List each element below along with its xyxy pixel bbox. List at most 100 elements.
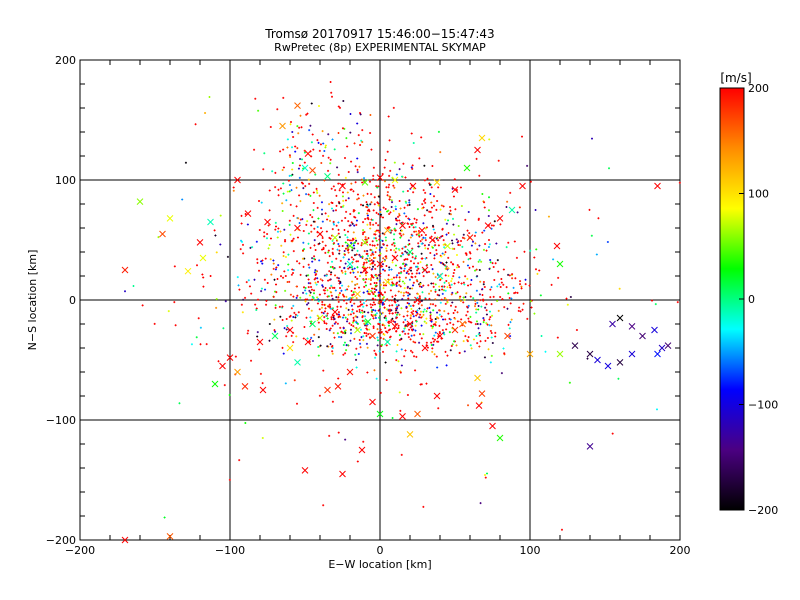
data-dot (482, 299, 485, 302)
data-dot (356, 305, 359, 308)
data-dot (361, 141, 364, 144)
data-dot (506, 307, 509, 310)
data-dot (426, 247, 429, 250)
data-point-x (414, 410, 421, 418)
data-dot (310, 288, 313, 291)
data-dot (397, 324, 400, 327)
data-dot (251, 246, 254, 249)
data-dot (365, 284, 368, 287)
data-dot (395, 309, 398, 312)
data-point-x (286, 344, 294, 352)
data-dot (416, 269, 419, 272)
data-dot (405, 251, 408, 254)
data-dot (296, 260, 299, 263)
data-dot (490, 224, 493, 227)
data-dot (266, 281, 269, 284)
data-dot (431, 337, 434, 340)
data-dot (288, 315, 291, 318)
data-dot (350, 242, 353, 245)
data-point-x (384, 338, 391, 346)
data-dot (470, 244, 473, 247)
data-dot (306, 220, 309, 223)
data-dot (370, 306, 373, 309)
y-tick-label: −100 (46, 414, 76, 427)
data-dot (452, 223, 455, 226)
data-dot (438, 236, 441, 239)
data-dot (370, 275, 373, 278)
data-dot (305, 274, 308, 277)
data-dot (437, 130, 440, 133)
data-dot (302, 249, 305, 252)
data-dot (263, 235, 266, 238)
data-dot (332, 267, 335, 270)
data-dot (272, 267, 275, 270)
data-dot (350, 266, 353, 269)
data-dot (369, 223, 372, 226)
data-dot (338, 202, 341, 205)
data-dot (369, 221, 372, 224)
data-dot (509, 321, 512, 324)
data-dot (352, 312, 355, 315)
data-dot (281, 319, 284, 322)
data-dot (437, 244, 440, 247)
data-dot (321, 130, 324, 133)
data-dot (462, 340, 465, 343)
data-dot (353, 287, 356, 290)
data-dot (354, 165, 357, 168)
data-dot (309, 282, 312, 285)
data-dot (428, 292, 431, 295)
data-dot (462, 233, 465, 236)
data-dot (437, 186, 440, 189)
data-dot (466, 264, 469, 267)
data-dot (352, 271, 355, 274)
data-point-x (553, 242, 561, 250)
data-dot (388, 212, 391, 215)
data-dot (287, 253, 290, 256)
data-dot (355, 366, 358, 369)
data-dot (408, 225, 411, 228)
data-dot (379, 208, 382, 211)
data-dot (410, 166, 413, 169)
data-dot (349, 239, 352, 242)
data-dot (397, 290, 400, 293)
data-dot (428, 183, 431, 186)
data-dot (391, 312, 394, 315)
data-dot (498, 283, 501, 286)
data-dot (311, 133, 314, 136)
data-dot (290, 319, 293, 322)
data-dot (475, 289, 478, 292)
data-dot (256, 335, 259, 338)
data-dot (213, 229, 216, 232)
data-dot (332, 223, 335, 226)
data-dot (394, 205, 397, 208)
data-dot (398, 280, 401, 283)
data-dot (489, 316, 492, 319)
data-dot (356, 168, 359, 171)
data-dot (425, 382, 428, 385)
colorbar-tick-label: 200 (748, 82, 769, 95)
data-dot (356, 316, 359, 319)
data-dot (268, 339, 271, 342)
data-dot (443, 289, 446, 292)
data-dot (234, 355, 237, 358)
data-dot (214, 234, 217, 237)
data-dot (330, 187, 333, 190)
data-dot (422, 284, 425, 287)
data-dot (379, 239, 382, 242)
data-dot (458, 276, 461, 279)
data-dot (309, 213, 312, 216)
data-dot (276, 278, 279, 281)
data-dot (469, 321, 472, 324)
data-dot (437, 317, 440, 320)
data-dot (364, 281, 367, 284)
data-dot (452, 275, 455, 278)
data-dot (322, 504, 325, 507)
data-dot (426, 307, 429, 310)
data-dot (351, 280, 354, 283)
data-dot (509, 191, 512, 194)
data-dot (448, 317, 451, 320)
data-dot (361, 255, 364, 258)
data-dot (241, 243, 244, 246)
data-dot (472, 338, 475, 341)
data-dot (386, 210, 389, 213)
